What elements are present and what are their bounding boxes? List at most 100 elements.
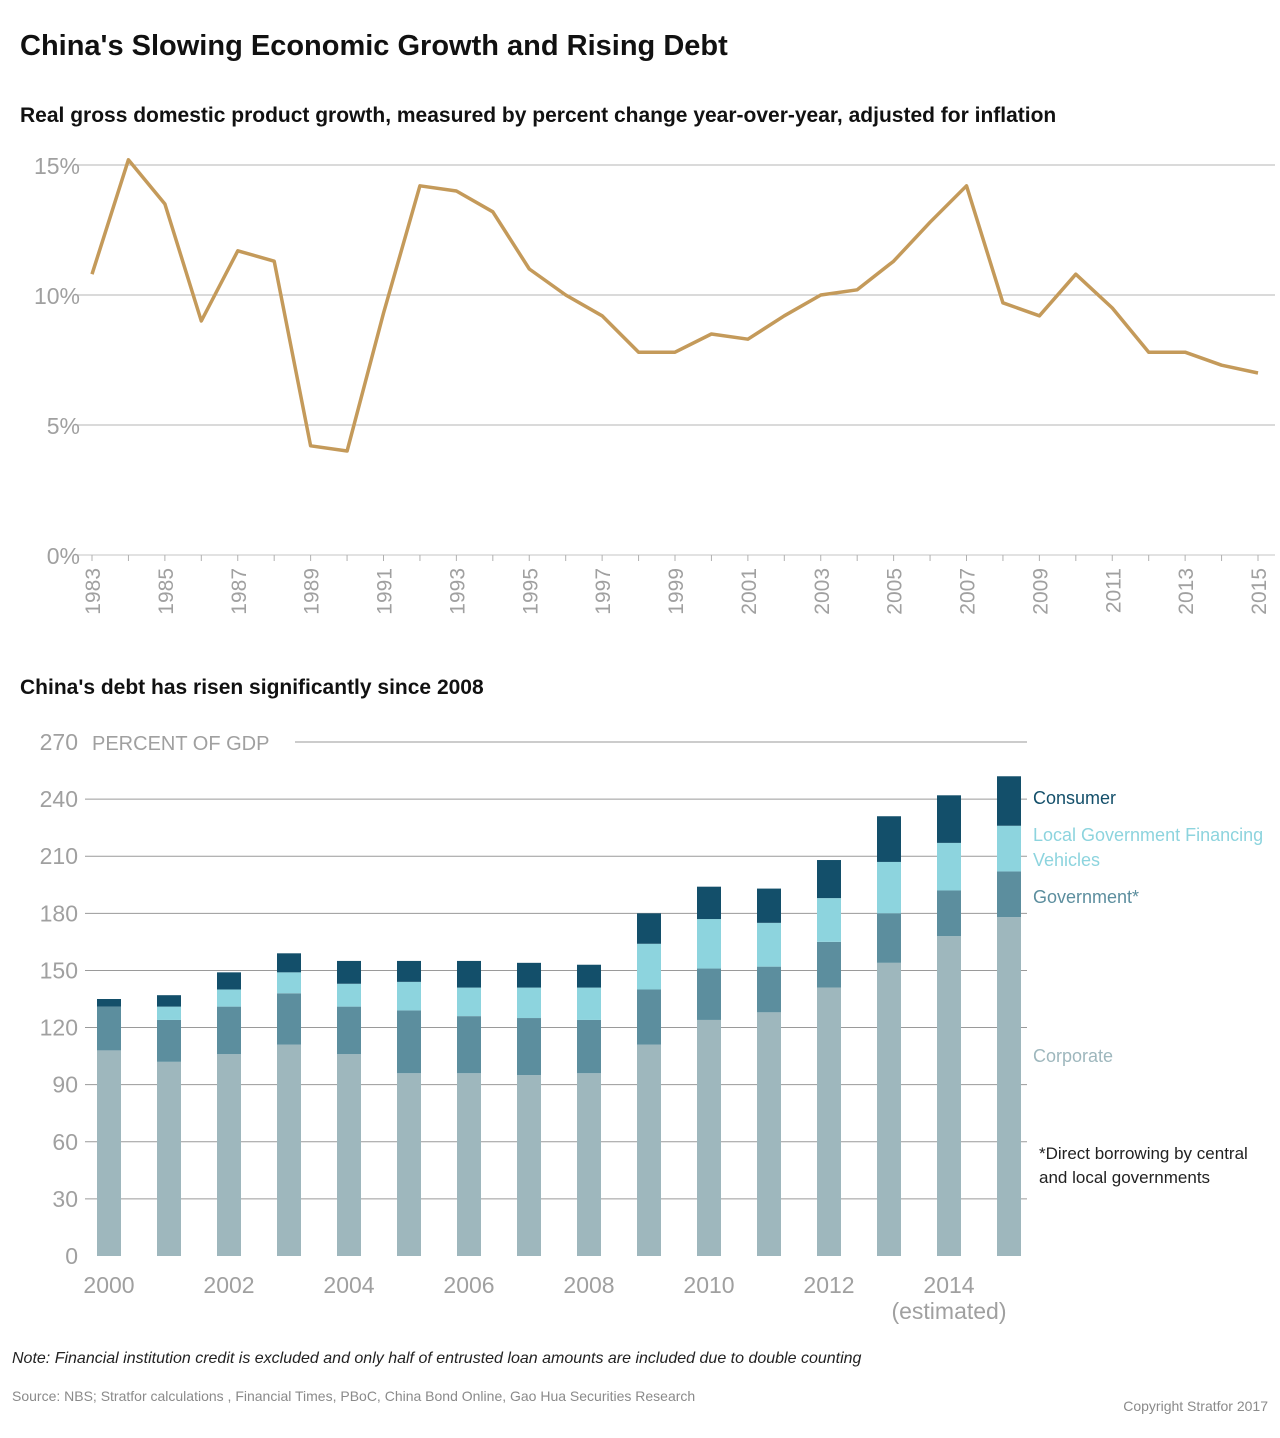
- debt-bar-lgfv-2012: [817, 898, 841, 942]
- debt-bar-government-2009: [637, 989, 661, 1045]
- debt-bar-corporate-2005: [397, 1073, 421, 1256]
- debt-y-tick-label: 30: [52, 1186, 78, 1212]
- debt-bar-lgfv-2005: [397, 981, 421, 1011]
- gdp-line-chart: 0%5%10%15% 1983 1985 1987 1989 1991 1993 1995 1…: [34, 153, 1275, 615]
- debt-bar-consumer-2011: [757, 888, 781, 923]
- gdp-x-tick-label: 1995: [519, 568, 542, 615]
- gdp-chart-title: Real gross domestic product growth, meas…: [20, 104, 1057, 127]
- debt-bar-corporate-2011: [757, 1012, 781, 1256]
- debt-bar-lgfv-2004: [337, 983, 361, 1007]
- debt-bar-government-2013: [877, 913, 901, 963]
- legend-lgfv-line2: Vehicles: [1033, 850, 1100, 870]
- debt-bar-lgfv-2002: [217, 989, 241, 1007]
- debt-bar-corporate-2013: [877, 962, 901, 1256]
- debt-bar-government-2007: [517, 1018, 541, 1076]
- debt-bar-consumer-2008: [577, 964, 601, 988]
- debt-x-tick-label: 2014: [923, 1272, 974, 1298]
- debt-bar-government-2008: [577, 1019, 601, 1074]
- page-title: China's Slowing Economic Growth and Risi…: [20, 30, 728, 62]
- legend-lgfv-line1: Local Government Financing: [1033, 825, 1263, 845]
- gdp-x-axis: 1983 1985 1987 1989 1991 1993 1995 1997 1999 2001…: [82, 555, 1271, 615]
- debt-x-tick-label: 2010: [683, 1272, 734, 1298]
- debt-bar-government-2010: [697, 968, 721, 1020]
- chart-note: Note: Financial institution credit is ex…: [12, 1350, 862, 1367]
- debt-footnote: *Direct borrowing by central and local g…: [1039, 1144, 1248, 1187]
- gdp-x-tick-label: 2009: [1029, 568, 1052, 615]
- debt-bar-government-2000: [97, 1006, 121, 1051]
- debt-bar-consumer-2005: [397, 960, 421, 982]
- gdp-x-tick-label: 2007: [957, 568, 980, 615]
- debt-bar-lgfv-2010: [697, 919, 721, 969]
- debt-x-tick-label: 2000: [83, 1272, 134, 1298]
- gdp-x-tick-label: 1983: [82, 568, 105, 615]
- debt-stacked-bar-chart: 0 30 60 90 120 150 180 210 240 270 PERCENT OF GDP…: [40, 729, 1264, 1324]
- debt-bar-corporate-2000: [97, 1050, 121, 1256]
- gdp-x-tick-label: 2015: [1248, 568, 1271, 615]
- debt-bar-consumer-2010: [697, 886, 721, 920]
- debt-x-tick-label: 2012: [803, 1272, 854, 1298]
- debt-bar-consumer-2009: [637, 913, 661, 944]
- gdp-x-tick-label: 1989: [301, 568, 324, 615]
- debt-x-tick-label: 2008: [563, 1272, 614, 1298]
- gdp-x-tick-label: 1987: [228, 568, 251, 615]
- gdp-x-tick-label: 1993: [446, 568, 469, 615]
- debt-y-tick-label: 90: [52, 1072, 78, 1098]
- gdp-y-tick-label: 10%: [34, 283, 80, 309]
- gdp-x-tick-label: 1985: [155, 568, 178, 615]
- debt-bar-lgfv-2015: [997, 825, 1021, 872]
- debt-bar-corporate-2014: [937, 936, 961, 1256]
- debt-bar-government-2005: [397, 1010, 421, 1074]
- debt-bar-corporate-2015: [997, 917, 1021, 1256]
- debt-y-tick-label: 150: [40, 957, 78, 983]
- debt-bar-consumer-2013: [877, 816, 901, 862]
- debt-bar-corporate-2012: [817, 987, 841, 1256]
- gdp-gridlines: [75, 164, 1275, 556]
- gdp-y-tick-label: 0%: [47, 543, 80, 569]
- debt-y-axis: 0 30 60 90 120 150 180 210 240 270: [40, 729, 78, 1269]
- debt-y-tick-label: 60: [52, 1129, 78, 1155]
- debt-bar-government-2006: [457, 1016, 481, 1074]
- gdp-x-tick-label: 2001: [738, 568, 761, 615]
- debt-bar-lgfv-2011: [757, 922, 781, 967]
- debt-bar-lgfv-2013: [877, 861, 901, 914]
- debt-gridlines: [85, 741, 1027, 1200]
- gdp-x-tick-label: 1997: [592, 568, 615, 615]
- debt-y-tick-label: 0: [65, 1243, 78, 1269]
- debt-bar-government-2002: [217, 1006, 241, 1055]
- debt-bar-consumer-2015: [997, 776, 1021, 826]
- debt-bar-consumer-2004: [337, 960, 361, 984]
- debt-x-tick-note: (estimated): [891, 1298, 1006, 1324]
- source-text: Source: NBS; Stratfor calculations , Fin…: [12, 1388, 696, 1404]
- copyright-text: Copyright Stratfor 2017: [1123, 1398, 1268, 1414]
- debt-x-tick-label: 2002: [203, 1272, 254, 1298]
- debt-chart-title: China's debt has risen significantly sin…: [20, 676, 484, 699]
- gdp-y-tick-label: 5%: [47, 413, 80, 439]
- gdp-x-tick-label: 1999: [665, 568, 688, 615]
- debt-y-tick-label: 240: [40, 786, 78, 812]
- debt-y-tick-label: 210: [40, 843, 78, 869]
- debt-bar-consumer-2012: [817, 860, 841, 899]
- legend-corporate: Corporate: [1033, 1046, 1113, 1066]
- debt-x-tick-label: 2004: [323, 1272, 374, 1298]
- debt-bar-lgfv-2014: [937, 842, 961, 891]
- debt-bar-lgfv-2006: [457, 987, 481, 1017]
- debt-bar-consumer-2000: [97, 999, 121, 1007]
- debt-bar-lgfv-2001: [157, 1006, 181, 1020]
- debt-bars: [97, 776, 1021, 1256]
- debt-bar-corporate-2010: [697, 1019, 721, 1256]
- gdp-y-axis: 0% 5% 10% 15%: [34, 153, 80, 569]
- gdp-data-points: [91, 159, 1259, 452]
- debt-y-tick-label: 180: [40, 900, 78, 926]
- debt-bar-consumer-2007: [517, 962, 541, 988]
- debt-bar-lgfv-2009: [637, 943, 661, 990]
- debt-bar-consumer-2002: [217, 972, 241, 990]
- debt-bar-government-2015: [997, 871, 1021, 918]
- debt-bar-corporate-2006: [457, 1073, 481, 1256]
- gdp-x-tick-label: 2003: [811, 568, 834, 615]
- debt-bar-government-2004: [337, 1006, 361, 1055]
- debt-bar-lgfv-2008: [577, 987, 601, 1020]
- gdp-x-tick-label: 2011: [1102, 568, 1125, 613]
- debt-bar-consumer-2003: [277, 953, 301, 973]
- gdp-x-tick-label: 2013: [1175, 568, 1198, 615]
- debt-bar-lgfv-2003: [277, 972, 301, 994]
